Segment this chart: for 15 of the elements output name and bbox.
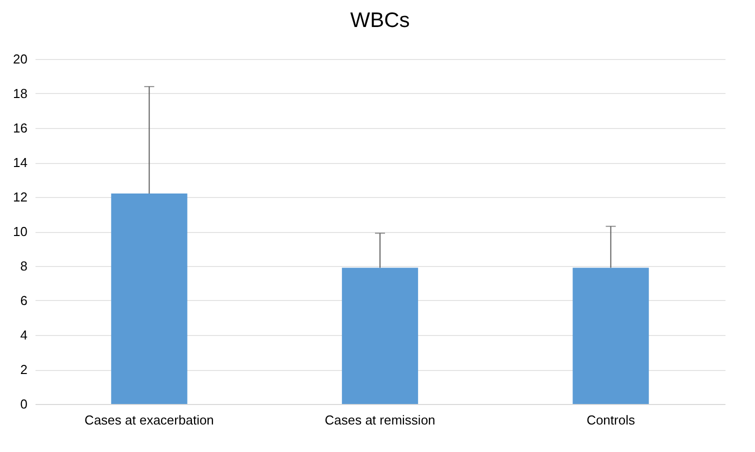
y-tick-label: 12 (13, 190, 28, 204)
x-tick-label: Controls (586, 412, 636, 428)
y-tick-label: 20 (13, 52, 28, 66)
x-tick-label: Cases at exacerbation (84, 412, 214, 428)
y-tick-label: 0 (20, 396, 28, 412)
y-tick-label: 8 (20, 258, 28, 274)
y-tick-label: 4 (20, 328, 28, 342)
y-tick-label: 16 (13, 120, 28, 136)
chart-title: WBCs (350, 9, 410, 32)
y-tick-label: 10 (13, 224, 28, 239)
y-tick-label: 6 (20, 293, 28, 308)
y-tick-label: 14 (13, 155, 28, 170)
y-tick-label: 18 (13, 86, 28, 101)
x-tick-label: Cases at remission (324, 412, 436, 428)
y-tick-label: 2 (20, 362, 28, 377)
